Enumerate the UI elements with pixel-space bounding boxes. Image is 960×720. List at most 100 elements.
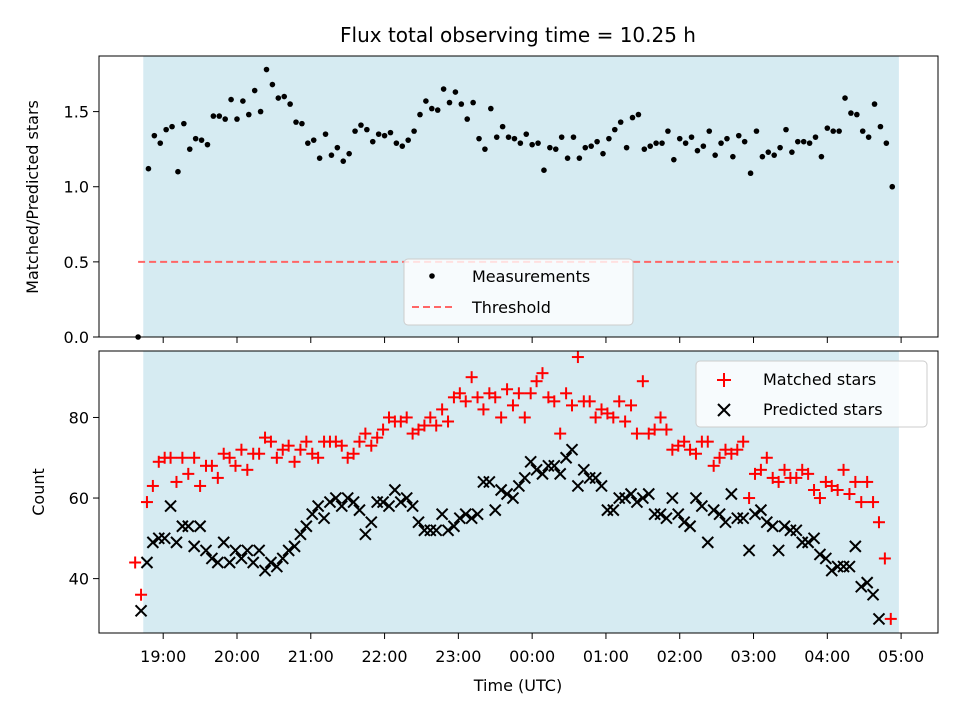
predicted-star-point xyxy=(353,503,366,517)
matched-star-point xyxy=(501,383,514,396)
matched-star-point xyxy=(312,451,325,464)
predicted-star-stroke-b xyxy=(666,491,679,505)
x-tick-label: 04:00 xyxy=(804,647,850,666)
panel-top: 0.0 0.5 1.0 1.5 Matched/Predicted stars Mea… xyxy=(23,55,939,347)
matched-star-point xyxy=(707,459,720,472)
predicted-star-point xyxy=(713,507,726,521)
matched-star-point xyxy=(146,479,159,492)
predicted-star-stroke-b xyxy=(825,564,838,577)
predicted-star-point xyxy=(772,544,785,557)
matched-star-point xyxy=(241,463,254,476)
predicted-star-point xyxy=(311,499,325,513)
x-tick-label: 01:00 xyxy=(583,647,629,666)
predicted-star-point xyxy=(506,491,520,505)
predicted-star-point xyxy=(660,511,673,525)
matched-star-point xyxy=(400,411,413,424)
predicted-star-point xyxy=(725,487,738,501)
measurement-point xyxy=(582,144,589,151)
predicted-star-point xyxy=(170,536,183,549)
predicted-star-stroke-b xyxy=(489,503,502,517)
predicted-star-point xyxy=(282,544,295,557)
matched-star-point xyxy=(294,443,307,456)
predicted-star-stroke-b xyxy=(813,548,827,561)
predicted-star-stroke-b xyxy=(170,536,183,549)
predicted-star-stroke-b xyxy=(211,556,225,569)
matched-star-point xyxy=(194,479,207,492)
measurement-point xyxy=(777,144,783,151)
predicted-star-stroke-b xyxy=(370,495,384,509)
measurement-point xyxy=(547,144,553,151)
predicted-star-point xyxy=(424,524,437,537)
measurement-point xyxy=(145,165,152,172)
predicted-star-stroke-b xyxy=(323,495,337,509)
measurement-point xyxy=(682,140,689,146)
panel-top-frame xyxy=(98,55,939,338)
measurement-point xyxy=(570,134,577,140)
predicted-star-stroke-b xyxy=(430,524,443,537)
predicted-star-stroke-b xyxy=(441,524,455,537)
matched-star-point xyxy=(518,411,531,424)
matched-star-point xyxy=(270,451,283,464)
predicted-star-point xyxy=(394,495,408,509)
measurement-point xyxy=(434,107,441,113)
matched-star-point xyxy=(855,496,868,509)
measurement-point xyxy=(458,101,465,107)
matched-star-point xyxy=(453,387,466,400)
measurement-point xyxy=(263,66,270,73)
predicted-star-stroke-b xyxy=(754,503,768,517)
predicted-star-stroke-b xyxy=(819,552,833,565)
predicted-star-point xyxy=(187,540,201,553)
measurement-point xyxy=(423,98,429,104)
predicted-star-point xyxy=(613,491,626,505)
predicted-star-point xyxy=(577,463,591,477)
predicted-star-stroke-b xyxy=(359,528,372,541)
predicted-star-stroke-b xyxy=(642,487,655,501)
top-x-ticks xyxy=(162,337,902,343)
matched-star-point xyxy=(371,431,384,444)
y-tick-label: 60 xyxy=(69,489,89,508)
measurement-point xyxy=(493,134,500,140)
predicted-star-point xyxy=(329,491,343,505)
predicted-star-point xyxy=(235,552,248,565)
predicted-star-point xyxy=(252,544,266,557)
predicted-star-point xyxy=(695,499,709,513)
predicted-star-stroke-b xyxy=(235,552,248,565)
legend-measurements-marker xyxy=(429,273,435,279)
measurement-point xyxy=(375,131,382,137)
matched-star-point xyxy=(660,423,673,436)
measurement-point xyxy=(854,111,860,118)
predicted-star-stroke-b xyxy=(654,507,667,521)
legend-threshold-label: Threshold xyxy=(471,298,551,317)
predicted-star-stroke-b xyxy=(447,520,461,533)
predicted-star-stroke-b xyxy=(713,507,726,521)
predicted-star-stroke-b xyxy=(317,511,331,525)
measurement-point xyxy=(659,140,665,146)
top-y-axis-label: Matched/Predicted stars xyxy=(23,100,42,294)
measurement-point xyxy=(316,155,323,161)
measurement-point xyxy=(275,95,282,101)
matched-star-point xyxy=(813,492,826,505)
predicted-star-stroke-b xyxy=(341,491,354,505)
predicted-star-point xyxy=(666,491,679,505)
matched-star-point xyxy=(471,391,484,404)
predicted-star-point xyxy=(500,487,514,501)
predicted-star-point xyxy=(807,532,821,545)
matched-star-point xyxy=(790,471,803,484)
predicted-star-point xyxy=(217,536,230,549)
predicted-star-stroke-b xyxy=(866,588,880,601)
predicted-star-point xyxy=(548,459,561,473)
matched-star-point xyxy=(560,387,573,400)
predicted-star-point xyxy=(512,479,526,493)
bottom-legend: Matched stars Predicted stars xyxy=(695,360,928,428)
predicted-star-stroke-b xyxy=(589,471,602,485)
predicted-star-point xyxy=(241,544,254,557)
measurement-point xyxy=(523,131,530,137)
predicted-star-stroke-b xyxy=(406,499,419,513)
predicted-star-point xyxy=(589,471,602,485)
measurement-point xyxy=(848,110,854,116)
measurement-point xyxy=(600,150,606,157)
predicted-star-stroke-b xyxy=(760,516,774,529)
predicted-star-stroke-b xyxy=(229,544,242,557)
measurement-point xyxy=(783,126,789,133)
matched-star-point xyxy=(861,475,874,488)
